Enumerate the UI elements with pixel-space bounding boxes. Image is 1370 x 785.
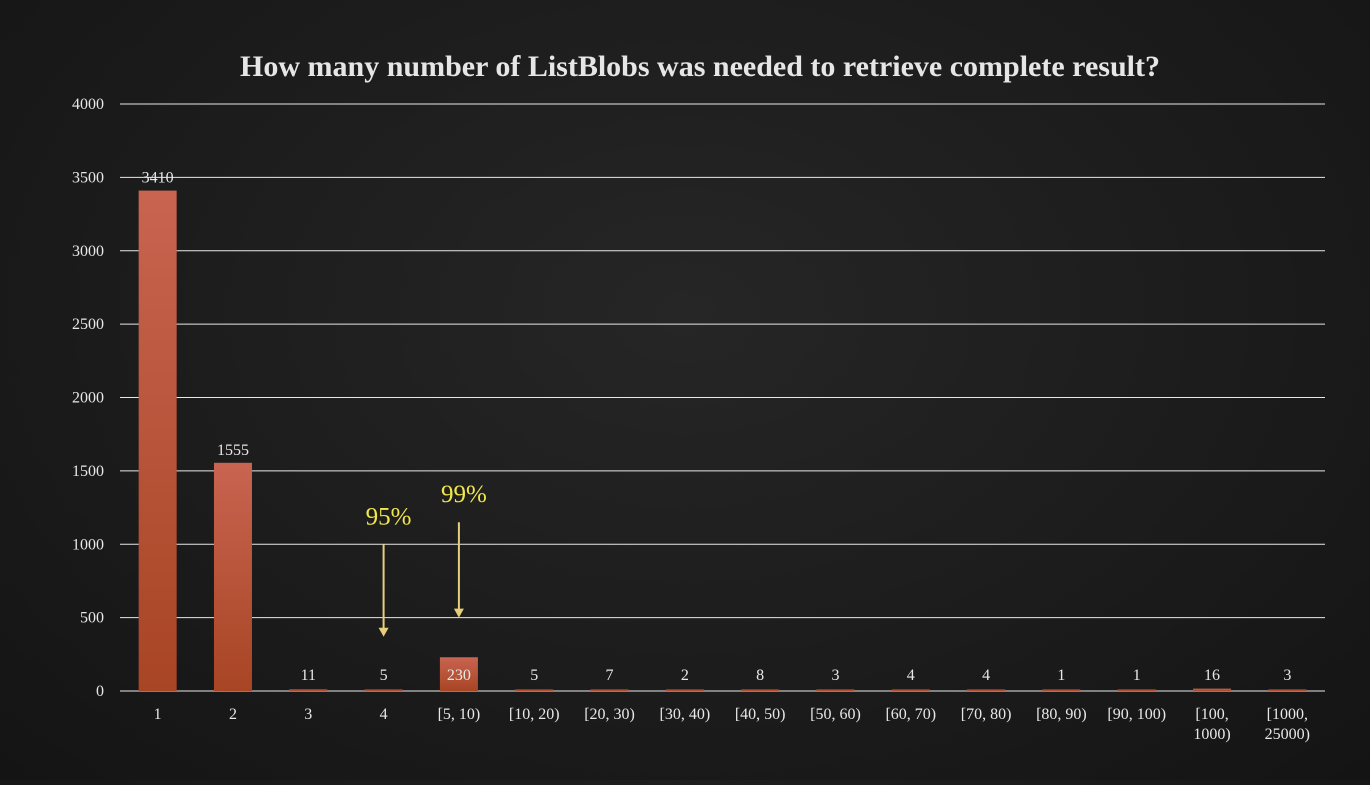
bar	[967, 689, 1006, 691]
annotation-label: 99%	[441, 481, 487, 508]
bar	[741, 689, 780, 691]
bar	[364, 689, 403, 691]
data-label: 5	[530, 667, 538, 684]
bar	[1117, 689, 1156, 691]
bars	[138, 190, 1307, 691]
x-tick-label: [70, 80)	[961, 706, 1012, 723]
bar	[213, 462, 252, 691]
bar	[289, 689, 328, 691]
bar	[515, 689, 554, 691]
y-axis-ticks: 0 500 1000 1500 2000 2500 3000 3500 4000	[72, 96, 104, 700]
data-label: 3	[1283, 667, 1291, 684]
data-label: 16	[1204, 667, 1220, 684]
annotation-arrowhead	[453, 608, 464, 618]
data-label: 1555	[217, 442, 249, 459]
x-tick-label: [1000, 25000)	[1265, 706, 1310, 743]
y-tick-label: 2500	[72, 316, 104, 333]
x-axis-ticks: 1 2 3 4 [5, 10) [10, 20) [20, 30) [30, 40) [40, …	[154, 706, 1310, 743]
data-label: 230	[447, 667, 471, 684]
x-tick-label: 4	[380, 706, 388, 723]
x-tick-label: [80, 90)	[1036, 706, 1087, 723]
x-tick-label: 3	[304, 706, 312, 723]
bar	[665, 689, 704, 691]
x-tick-label: [30, 40)	[660, 706, 711, 723]
data-label: 1	[1057, 667, 1065, 684]
y-tick-label: 4000	[72, 96, 104, 113]
x-tick-label: [100, 1000)	[1193, 706, 1230, 743]
x-tick-label: [60, 70)	[885, 706, 936, 723]
x-tick-label: [20, 30)	[584, 706, 635, 723]
bar	[1042, 689, 1081, 691]
y-tick-label: 1000	[72, 536, 104, 553]
annotations: 95% 99%	[366, 481, 487, 637]
data-label: 4	[982, 667, 990, 684]
data-label: 2	[681, 667, 689, 684]
x-tick-label: 1	[154, 706, 162, 723]
data-label: 3410	[142, 170, 174, 187]
data-label: 7	[606, 667, 614, 684]
grid-lines	[120, 103, 1325, 692]
x-tick-label: 2	[229, 706, 237, 723]
chart-title: How many number of ListBlobs was needed …	[240, 50, 1160, 83]
y-tick-label: 2000	[72, 390, 104, 407]
bar	[816, 689, 855, 691]
x-tick-label: [40, 50)	[735, 706, 786, 723]
x-tick-label: [5, 10)	[438, 706, 481, 723]
data-label: 4	[907, 667, 915, 684]
x-tick-label: [10, 20)	[509, 706, 560, 723]
bar	[138, 190, 177, 691]
y-tick-label: 0	[96, 683, 104, 700]
bar	[891, 689, 930, 691]
data-label: 8	[756, 667, 764, 684]
data-label: 3	[831, 667, 839, 684]
x-tick-label: [90, 100)	[1107, 706, 1166, 723]
annotation-arrowhead	[378, 627, 389, 637]
bar	[439, 657, 478, 691]
data-label: 5	[380, 667, 388, 684]
y-tick-label: 1500	[72, 463, 104, 480]
bar	[590, 689, 629, 691]
y-tick-label: 500	[80, 610, 104, 627]
bar	[1193, 688, 1232, 691]
y-tick-label: 3000	[72, 243, 104, 260]
bar	[1268, 689, 1307, 691]
y-tick-label: 3500	[72, 169, 104, 186]
data-label: 1	[1133, 667, 1141, 684]
data-label: 11	[301, 667, 316, 684]
annotation-label: 95%	[366, 503, 412, 530]
x-tick-label: [50, 60)	[810, 706, 861, 723]
